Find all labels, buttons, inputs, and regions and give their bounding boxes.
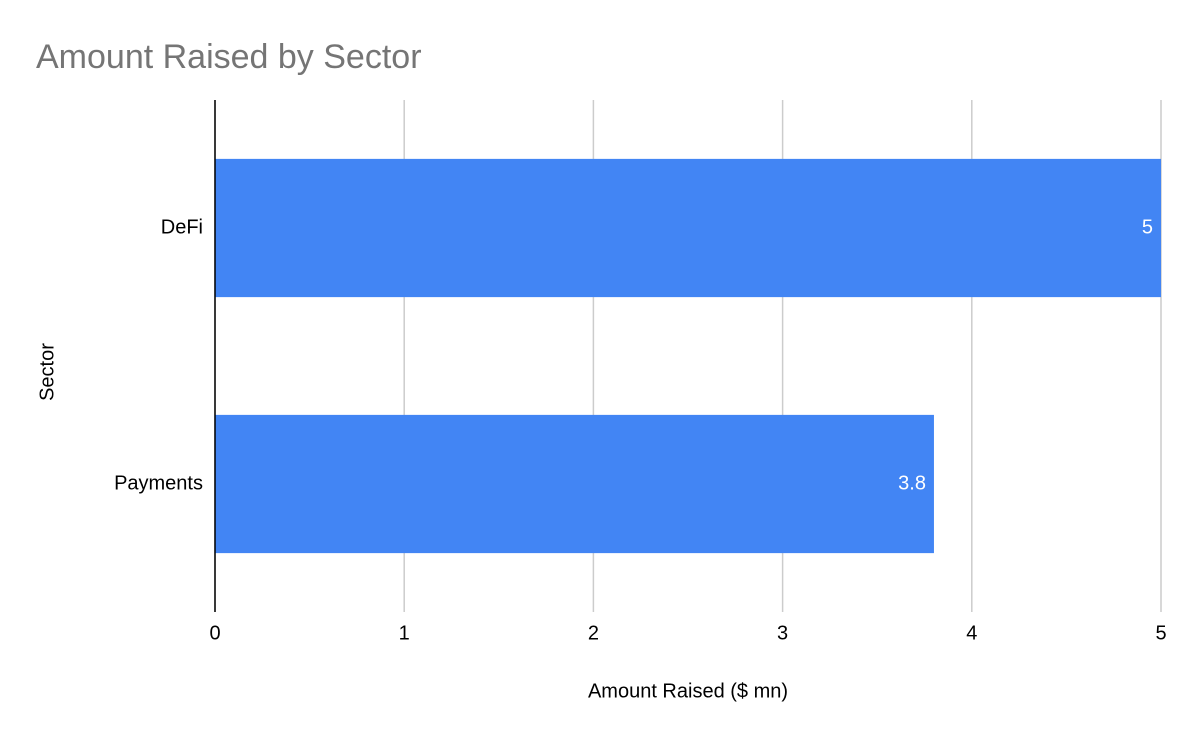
bar xyxy=(215,414,934,554)
x-tick-label: 1 xyxy=(399,622,410,644)
y-tick-label: Payments xyxy=(114,472,203,494)
bar xyxy=(215,158,1161,298)
x-tick-label: 4 xyxy=(966,622,977,644)
x-axis-label: Amount Raised ($ mn) xyxy=(588,680,788,702)
x-tick-label: 3 xyxy=(777,622,788,644)
x-tick-label: 2 xyxy=(588,622,599,644)
y-axis-label: Sector xyxy=(36,343,58,401)
x-tick-label: 0 xyxy=(209,622,220,644)
data-label: 5 xyxy=(1142,216,1153,238)
data-label: 3.8 xyxy=(898,472,926,494)
chart-title: Amount Raised by Sector xyxy=(36,38,422,76)
x-tick-label: 5 xyxy=(1155,622,1166,644)
y-tick-label: DeFi xyxy=(161,216,203,238)
